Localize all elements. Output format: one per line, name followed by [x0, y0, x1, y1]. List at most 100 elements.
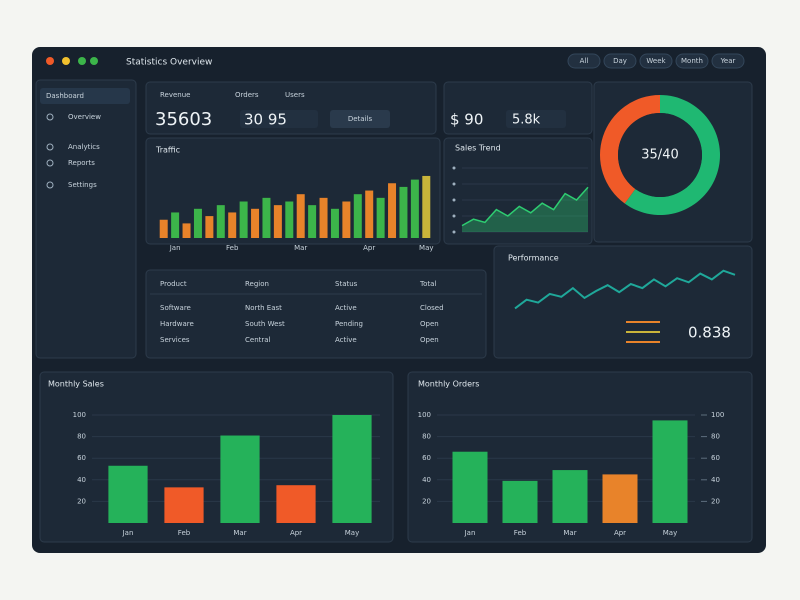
x-tick-label: Apr — [363, 244, 375, 252]
bar — [399, 186, 408, 238]
bar — [502, 480, 538, 523]
bar — [285, 201, 294, 238]
table-panel — [145, 269, 487, 359]
nav-item[interactable]: Settings — [68, 181, 97, 189]
bar — [193, 208, 202, 238]
status-dot — [90, 57, 98, 65]
tab-label: Week — [646, 57, 666, 65]
line — [461, 186, 589, 227]
y-tick-label: 20 — [77, 497, 86, 505]
bar — [239, 201, 248, 238]
y-tick-label: 80 — [422, 433, 431, 441]
bar — [205, 216, 214, 238]
stat-value: $ 90 — [450, 111, 483, 129]
bar — [251, 208, 260, 238]
tab-label: Year — [720, 57, 736, 65]
bar — [330, 208, 339, 238]
minimize-dot[interactable] — [62, 57, 70, 65]
bar — [276, 485, 316, 523]
y-tick-label: 40 — [77, 476, 86, 484]
chart-title: Traffic — [155, 146, 180, 155]
x-tick-label: Mar — [233, 529, 246, 537]
bar — [182, 223, 191, 238]
bar — [602, 474, 638, 523]
table-cell: North East — [245, 304, 282, 312]
bar — [108, 465, 148, 523]
bar — [410, 179, 419, 238]
y-tick — [452, 230, 456, 234]
x-tick-label: Jan — [122, 529, 134, 537]
nav-icon — [46, 113, 54, 121]
chart-title: Monthly Sales — [48, 380, 104, 389]
button-label: Details — [348, 115, 373, 123]
nav-item[interactable]: Analytics — [68, 143, 100, 151]
x-tick-label: Jan — [169, 244, 181, 252]
bar — [332, 415, 372, 523]
x-tick-label: Feb — [178, 529, 191, 537]
nav-icon — [46, 181, 54, 189]
x-tick-label: Feb — [514, 529, 527, 537]
bar — [164, 487, 204, 523]
bar — [452, 451, 488, 523]
x-tick-label: May — [663, 529, 677, 537]
bar — [228, 212, 237, 238]
nav-item[interactable]: Reports — [68, 159, 95, 167]
y2-tick-label: 60 — [711, 454, 720, 462]
maximize-dot[interactable] — [78, 57, 86, 65]
y-tick — [452, 166, 456, 170]
bar — [319, 197, 328, 238]
y-tick — [452, 182, 456, 186]
x-tick-label: May — [345, 529, 359, 537]
nav-icon — [46, 143, 54, 151]
nav-item[interactable]: Overview — [68, 113, 101, 121]
donut-slice — [600, 95, 660, 204]
table-cell: Open — [420, 320, 439, 328]
tab[interactable] — [675, 53, 709, 69]
tab[interactable] — [603, 53, 637, 69]
table-cell: Software — [160, 304, 191, 312]
x-tick-label: Apr — [614, 529, 626, 537]
table-cell: Pending — [335, 320, 363, 328]
table-header: Product — [160, 280, 187, 288]
sidebar-header — [40, 88, 130, 104]
table-cell: Hardware — [160, 320, 194, 328]
chart-title: Monthly Orders — [418, 380, 479, 389]
stat-label: Orders — [235, 91, 259, 99]
chart-title: Performance — [508, 254, 559, 263]
bar — [552, 470, 588, 523]
y-tick-label: 80 — [77, 433, 86, 441]
nav-icon — [46, 159, 54, 167]
y-tick — [452, 198, 456, 202]
close-dot[interactable] — [46, 57, 54, 65]
donut-slice — [624, 95, 721, 215]
stat-value: 35603 — [155, 109, 212, 130]
tab[interactable] — [567, 53, 601, 69]
y-tick-label: 100 — [73, 411, 86, 419]
details-button[interactable] — [330, 110, 390, 128]
x-tick-label: May — [419, 244, 433, 252]
stat-box — [506, 110, 566, 128]
stat-label: Users — [285, 91, 305, 99]
tab[interactable] — [639, 53, 673, 69]
table-cell: Open — [420, 336, 439, 344]
bar — [365, 190, 374, 238]
tab[interactable] — [711, 53, 745, 69]
tab-label: Day — [613, 57, 627, 65]
table-cell: Services — [160, 336, 190, 344]
y2-tick-label: 80 — [711, 433, 720, 441]
stat-label: Revenue — [160, 91, 191, 99]
bar — [308, 205, 317, 238]
bar — [262, 197, 271, 238]
window-title: Statistics Overview — [126, 58, 212, 68]
bar — [159, 219, 168, 238]
x-tick-label: Jan — [464, 529, 476, 537]
y-tick-label: 100 — [418, 411, 431, 419]
table-cell: Central — [245, 336, 271, 344]
table-cell: Active — [335, 304, 357, 312]
y2-tick-label: 40 — [711, 476, 720, 484]
area-panel — [443, 137, 593, 245]
y2-tick-label: 100 — [711, 411, 724, 419]
stat-value: 5.8k — [512, 113, 541, 128]
table-header: Total — [419, 280, 436, 288]
